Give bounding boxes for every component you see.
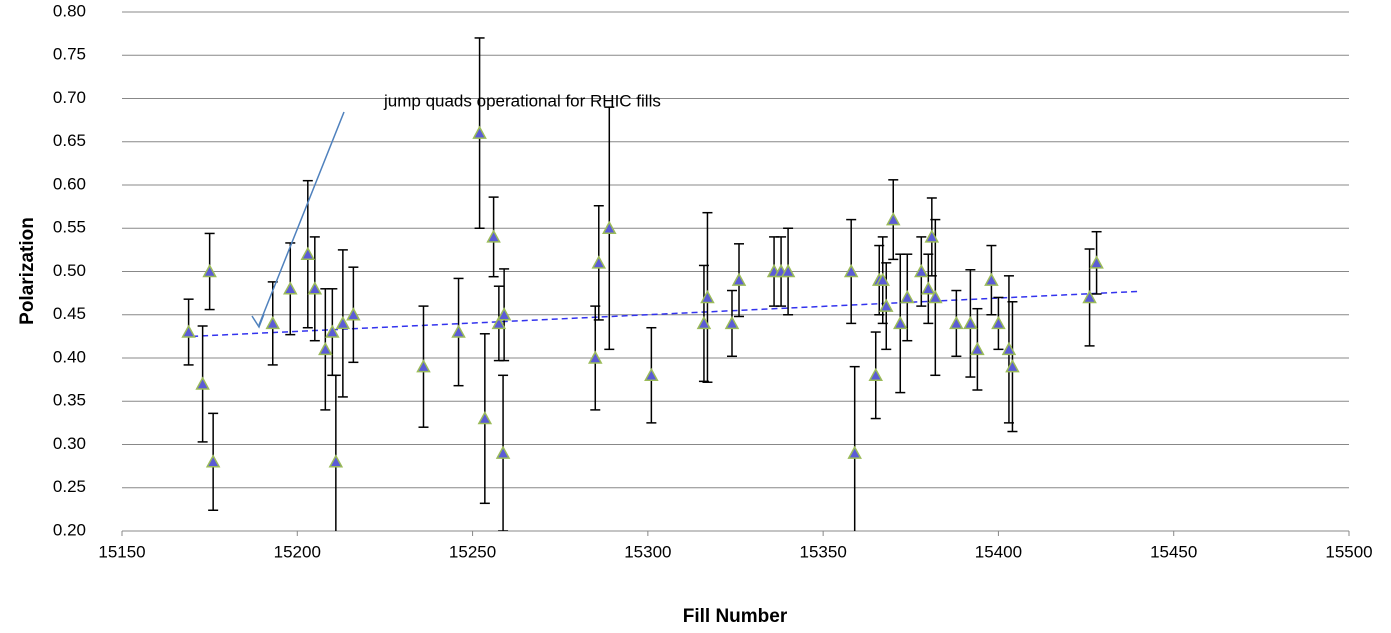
data-point xyxy=(265,315,281,330)
data-point xyxy=(283,281,298,295)
x-tick-label: 15350 xyxy=(800,542,847,561)
data-point xyxy=(878,298,894,312)
data-point xyxy=(984,272,999,286)
data-point xyxy=(472,125,487,139)
data-point xyxy=(451,324,466,338)
data-point xyxy=(1082,289,1097,304)
annotation-arrowhead xyxy=(251,313,265,329)
data-point xyxy=(893,315,908,330)
data-point xyxy=(700,289,715,304)
data-point xyxy=(335,315,351,330)
y-tick-label: 0.40 xyxy=(53,347,86,366)
y-tick-label: 0.20 xyxy=(53,520,86,539)
y-tick-label: 0.65 xyxy=(53,131,86,150)
data-point xyxy=(181,324,196,338)
y-tick-label: 0.45 xyxy=(53,304,86,323)
x-tick-label: 15150 xyxy=(98,542,145,561)
y-tick-label: 0.50 xyxy=(53,261,86,280)
x-tick-label: 15250 xyxy=(449,542,496,561)
data-point xyxy=(1089,255,1104,269)
y-tick-label: 0.25 xyxy=(53,477,86,496)
data-point xyxy=(496,307,512,321)
data-point xyxy=(325,324,340,338)
data-point xyxy=(914,263,929,278)
data-point xyxy=(963,315,978,330)
data-point xyxy=(868,367,883,382)
data-point xyxy=(1001,341,1017,356)
data-point xyxy=(949,315,964,330)
data-point xyxy=(328,454,344,468)
annotation: jump quads operational for RHIC fills xyxy=(383,91,661,110)
data-point xyxy=(416,359,431,373)
data-point xyxy=(847,445,862,459)
data-point xyxy=(205,454,221,468)
data-point xyxy=(875,272,891,286)
data-point xyxy=(928,289,943,304)
x-tick-label: 15500 xyxy=(1325,542,1372,561)
data-point xyxy=(346,307,361,321)
grid xyxy=(121,11,1350,536)
y-tick-label: 0.75 xyxy=(53,45,86,64)
data-point xyxy=(991,315,1006,330)
data-point xyxy=(591,255,607,269)
y-tick-label: 0.80 xyxy=(53,1,86,20)
data-point xyxy=(921,281,936,295)
data-point xyxy=(970,341,985,356)
data-point xyxy=(477,410,493,425)
y-axis-title: Polarization xyxy=(17,217,38,325)
y-tick-label: 0.70 xyxy=(53,88,86,107)
data-point xyxy=(843,263,859,278)
data-point xyxy=(696,315,712,330)
data-point xyxy=(202,263,217,278)
data-point xyxy=(924,229,940,243)
x-tick-label: 15300 xyxy=(624,542,671,561)
plot-area xyxy=(181,37,1139,531)
data-point xyxy=(780,263,796,278)
data-point xyxy=(300,246,316,260)
data-point xyxy=(885,212,901,226)
data-point xyxy=(307,281,323,295)
x-axis-title: Fill Number xyxy=(683,606,788,627)
data-point xyxy=(495,445,511,459)
data-point xyxy=(486,229,501,243)
data-point xyxy=(644,367,659,382)
x-tick-label: 15200 xyxy=(274,542,321,561)
data-point xyxy=(900,289,915,304)
labels: 0.20 0.25 0.30 0.35 0.40 0.45 0.50 0.55 0.60 0.65… xyxy=(53,1,1373,561)
y-tick-label: 0.35 xyxy=(53,391,86,410)
data-point xyxy=(1005,359,1020,373)
data-point xyxy=(602,220,617,234)
trendline xyxy=(192,290,1139,338)
data-point xyxy=(318,341,333,356)
data-point xyxy=(724,315,740,330)
x-tick-label: 15450 xyxy=(1150,542,1197,561)
data-point xyxy=(731,272,747,286)
data-point xyxy=(195,376,210,390)
y-tick-label: 0.55 xyxy=(53,218,86,237)
y-tick-label: 0.60 xyxy=(53,174,86,193)
annotation-arrow xyxy=(258,111,345,326)
data-point xyxy=(491,315,507,330)
data-point xyxy=(588,350,603,364)
y-tick-label: 0.30 xyxy=(53,434,86,453)
x-tick-label: 15400 xyxy=(975,542,1022,561)
